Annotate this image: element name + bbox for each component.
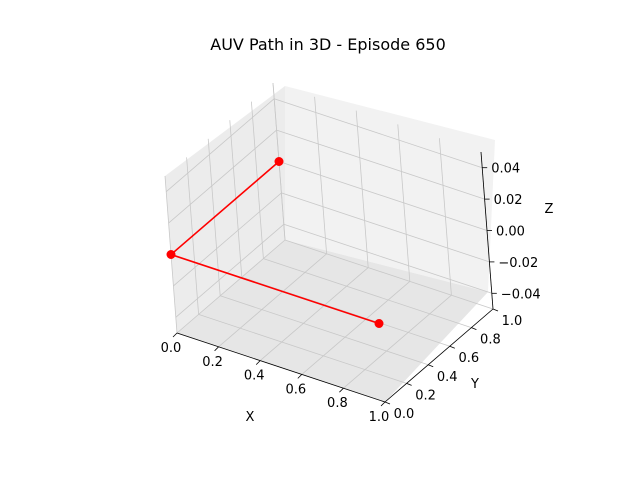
x-tick-label: 1.0 [369, 410, 390, 425]
path-point-marker [374, 319, 384, 328]
tick-labels: 0.00.20.40.60.81.0 0.00.20.40.60.81.0−0.0… [161, 162, 541, 425]
y-tick-mark [428, 364, 434, 368]
back-grid-line [283, 223, 492, 294]
pane-back-xz [285, 86, 495, 292]
side-grid-line [175, 223, 285, 318]
floor-grid-line [220, 295, 429, 366]
floor-grid-line [263, 258, 472, 328]
back-grid-line [281, 192, 490, 263]
z-tick-label: 0.04 [491, 162, 520, 177]
y-tick-label: 0.4 [437, 370, 458, 385]
chart-title: AUV Path in 3D - Episode 650 [210, 35, 446, 54]
back-grid-line [274, 98, 483, 169]
y-axis-line [384, 308, 494, 403]
floor-grid-line [218, 253, 327, 348]
z-tick-label: −0.04 [501, 287, 541, 302]
x-tick-label: 0.2 [202, 355, 223, 370]
x-tick-mark [172, 332, 178, 338]
data-series [166, 157, 384, 328]
x-tick-label: 0.0 [161, 341, 182, 356]
x-tick-label: 0.4 [244, 369, 265, 384]
y-tick-label: 0.2 [415, 388, 436, 403]
z-tick-label: −0.02 [498, 256, 538, 271]
axes [172, 151, 499, 407]
y-tick-label: 0.6 [458, 351, 479, 366]
y-tick-label: 0.8 [480, 333, 501, 348]
z-tick-label: 0.02 [494, 193, 523, 208]
y-tick-label: 0.0 [394, 407, 415, 422]
y-tick-mark [449, 345, 455, 349]
side-grid-line [165, 98, 275, 193]
x-tick-mark [380, 401, 386, 407]
floor-grid-line [301, 281, 411, 375]
x-axis-label: X [246, 410, 255, 425]
path-point-marker [166, 250, 176, 259]
y-tick-mark [492, 308, 499, 312]
x-tick-mark [339, 387, 344, 393]
y-axis-label: Y [470, 377, 479, 392]
floor-grid-line [284, 239, 494, 310]
y-tick-label: 1.0 [502, 314, 523, 329]
floor-grid-line [343, 294, 452, 389]
x-tick-label: 0.6 [285, 382, 306, 397]
floor-grid-line [198, 314, 407, 384]
x-tick-mark [297, 374, 303, 379]
side-grid-line [173, 192, 282, 287]
z-axis-label: Z [545, 202, 554, 217]
y-tick-mark [471, 327, 477, 330]
pane-floor-xy [177, 240, 488, 402]
floor-grid-line [259, 267, 369, 361]
side-grid-line [168, 129, 277, 224]
x-tick-mark [214, 346, 219, 352]
x-tick-label: 0.8 [327, 396, 348, 411]
back-grid-line [278, 161, 488, 231]
back-grid-line [276, 129, 485, 200]
y-tick-mark [406, 383, 412, 386]
z-tick-label: 0.00 [496, 225, 525, 240]
path-point-marker [274, 157, 284, 166]
x-tick-mark [255, 360, 261, 365]
y-tick-mark [384, 401, 391, 405]
floor-grid-line [176, 239, 286, 334]
x-axis-line [176, 332, 386, 403]
